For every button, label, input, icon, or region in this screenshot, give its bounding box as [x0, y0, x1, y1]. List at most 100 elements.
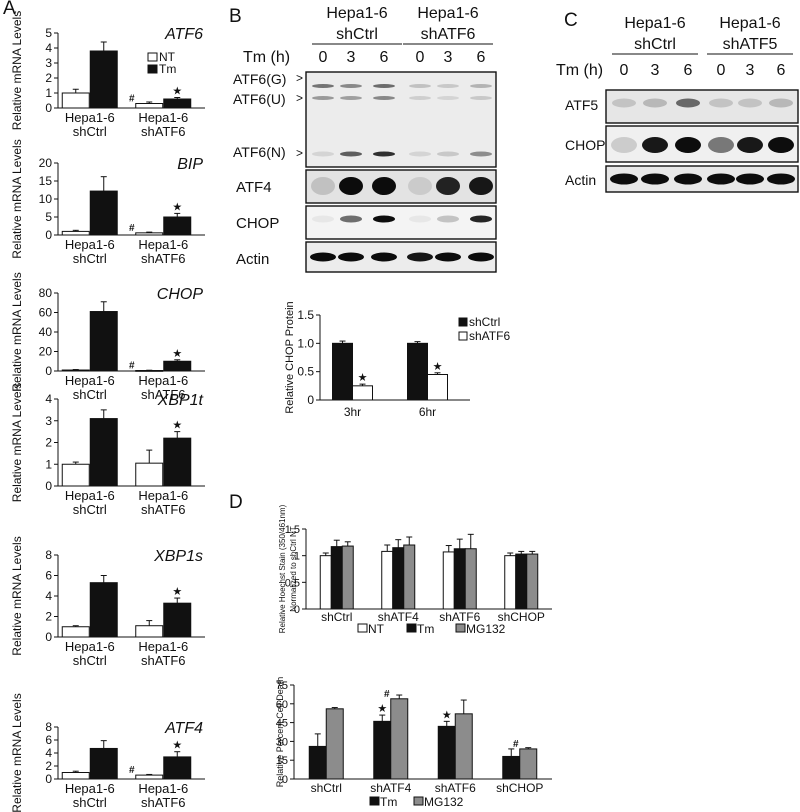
x-tick-label: Hepa1-6 [65, 781, 115, 796]
annotation-star: ★ [172, 201, 182, 213]
bar-shctrl [332, 342, 353, 401]
band [767, 173, 795, 185]
blot-c-group-line2: shCtrl [634, 36, 676, 53]
blot-c-time-label: Tm (h) [556, 62, 603, 79]
y-tick-label: 1 [45, 457, 52, 471]
y-tick-label: 15 [276, 755, 288, 767]
x-tick-label: shCtrl [73, 653, 107, 668]
chart-title: XBP1s [153, 548, 203, 565]
y-tick-label: 0 [45, 772, 52, 786]
x-tick-label: Hepa1-6 [65, 639, 115, 654]
bar-nt [319, 555, 332, 610]
y-tick-label: 15 [39, 174, 53, 188]
band [409, 151, 431, 157]
blot-c-time: 3 [651, 62, 660, 79]
blot-c-label-chop: CHOP [565, 137, 605, 153]
legend-swatch-nt [147, 52, 158, 62]
legend-swatch-mg132 [413, 796, 424, 806]
band [470, 215, 492, 223]
band [409, 215, 431, 223]
bar-mg132 [341, 545, 354, 610]
band [372, 177, 396, 195]
band [435, 252, 461, 262]
y-tick-label: 1 [294, 551, 300, 563]
legend-swatch-tm [369, 796, 380, 806]
x-tick-label: Hepa1-6 [138, 373, 188, 388]
bar-mg132 [464, 548, 477, 610]
x-tick-label: shATF6 [141, 653, 186, 668]
bar-nt [381, 550, 394, 610]
annotation-hash: # [129, 765, 135, 776]
legend-swatch-tm [147, 64, 158, 74]
blot-c-group-line1: Hepa1-6 [624, 15, 685, 32]
bar-nt [135, 370, 164, 372]
bar-mg132 [519, 748, 538, 780]
y-axis-label: Relative mRNA Levels [10, 272, 24, 391]
y-tick-label: 4 [45, 392, 52, 406]
bar-nt [61, 463, 90, 487]
y-tick-label: 80 [39, 286, 53, 300]
blot-b-time: 6 [380, 49, 389, 66]
y-tick-label: 2 [45, 71, 52, 85]
annotation-star: ★ [172, 348, 182, 360]
blot-b-group-line2: shATF6 [421, 26, 476, 43]
x-tick-label: Hepa1-6 [138, 488, 188, 503]
blot-b-time: 6 [477, 49, 486, 66]
band [373, 84, 395, 88]
y-tick-label: 0 [45, 630, 52, 644]
y-axis-label: Relative mRNA Levels [10, 536, 24, 655]
band [611, 137, 637, 153]
bar-nt [442, 551, 455, 610]
x-tick-label: shCtrl [73, 124, 107, 139]
annotation-star: ★ [172, 86, 182, 98]
panel-label-b: B [229, 6, 242, 27]
band [437, 215, 459, 223]
x-tick-label: shATF6 [141, 502, 186, 517]
x-tick-label: shATF6 [439, 610, 480, 624]
bar-tm [89, 50, 118, 109]
y-axis-label: Relative mRNA Levels [10, 383, 24, 502]
bar-mg132 [325, 708, 344, 780]
band [312, 96, 334, 100]
bar-mg132 [403, 544, 416, 610]
legend-label-mg132: MG132 [424, 795, 464, 809]
chart-title: CHOP [157, 286, 204, 303]
band [409, 84, 431, 88]
bar-shatf6 [352, 385, 373, 401]
band [610, 173, 638, 185]
blot-b-label-atf6-n: ATF6(N) [233, 144, 286, 160]
blot-b: Hepa1-6 shCtrl Hepa1-6 shATF6 Tm (h) 0 3 6 0 3 6 AT… [233, 5, 497, 273]
bar-mg132 [390, 698, 409, 780]
blot-c-group-line1: Hepa1-6 [719, 15, 780, 32]
bar-tm [308, 745, 327, 780]
x-tick-label: Hepa1-6 [138, 639, 188, 654]
bar-tm [89, 418, 118, 487]
band [470, 151, 492, 157]
x-tick-label: shATF4 [378, 610, 419, 624]
band [339, 177, 363, 195]
panel-label-a: A [3, 0, 16, 19]
annotation-star: ★ [172, 420, 182, 432]
y-tick-label: 0 [307, 393, 314, 407]
band [641, 173, 669, 185]
legend-label-nt: NT [159, 50, 176, 64]
band [340, 96, 362, 100]
y-tick-label: 5 [45, 210, 52, 224]
band [736, 173, 764, 185]
blot-c-time: 3 [746, 62, 755, 79]
blot-b-label-atf6-g: ATF6(G) [233, 71, 286, 87]
y-tick-label: 0 [282, 774, 288, 786]
y-tick-label: 2 [45, 610, 52, 624]
band [340, 215, 362, 223]
blot-c-group-line2: shATF5 [723, 36, 778, 53]
band [642, 137, 668, 153]
y-tick-label: 0 [45, 479, 52, 493]
bar-nt [61, 626, 90, 638]
